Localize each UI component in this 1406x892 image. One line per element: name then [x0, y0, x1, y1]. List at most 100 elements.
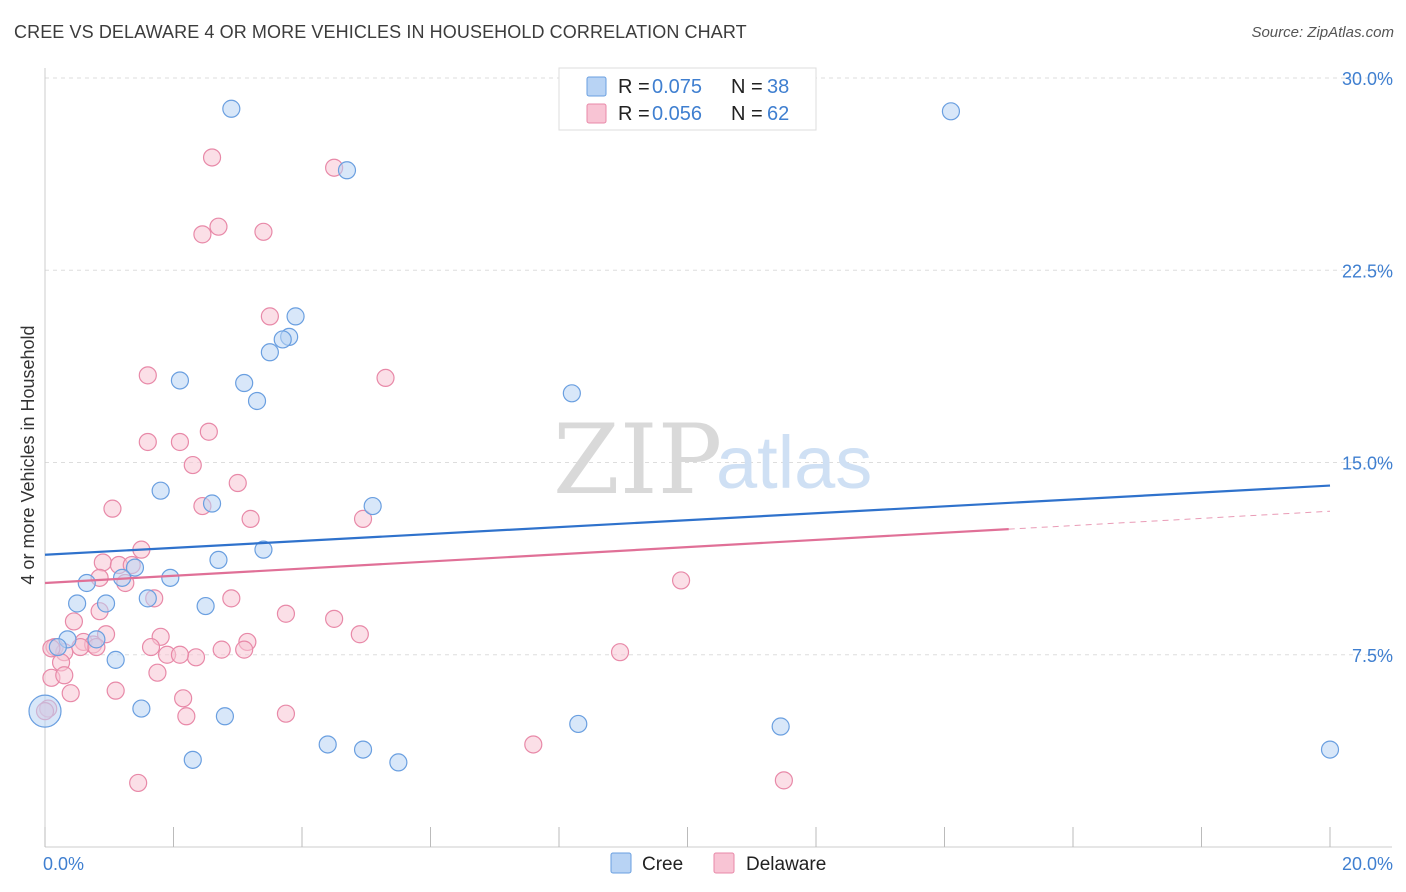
delaware-point	[138, 366, 157, 385]
delaware-point	[209, 217, 228, 236]
cree-point	[247, 391, 267, 411]
cree-point	[771, 717, 790, 736]
watermark: ZIP atlas	[553, 404, 872, 516]
cree-point	[286, 307, 305, 326]
series-cree	[28, 99, 1340, 772]
delaware-point	[148, 663, 167, 682]
delaware-point	[170, 432, 190, 452]
watermark-atlas: atlas	[716, 421, 872, 504]
delaware-point	[610, 643, 630, 662]
delaware-point	[235, 640, 254, 659]
legend-delaware-r-value: 0.056	[652, 103, 702, 125]
gridlines	[45, 77, 1392, 656]
delaware-point	[276, 704, 296, 723]
delaware-point	[61, 684, 80, 703]
bottom-legend-cree-swatch	[610, 852, 632, 874]
delaware-point	[228, 473, 247, 493]
cree-point	[318, 735, 337, 754]
bottom-legend-cree-label: Cree	[642, 854, 683, 875]
legend-delaware-n-value: 62	[767, 103, 789, 125]
y-tick-labels: 7.5% 15.0% 22.5% 30.0%	[1342, 69, 1393, 666]
delaware-point	[212, 640, 231, 659]
delaware-point	[103, 499, 122, 518]
cree-point	[260, 343, 279, 362]
cree-point	[68, 594, 87, 613]
cree-point	[96, 594, 116, 613]
cree-point	[222, 99, 241, 118]
delaware-point	[64, 612, 84, 631]
y-tick-label: 30.0%	[1342, 69, 1393, 89]
x-tick-label: 20.0%	[1342, 854, 1393, 874]
correlation-legend: R = 0.075 N = 38 R = 0.056 N = 62	[558, 67, 817, 131]
x-tick-label: 0.0%	[43, 854, 84, 874]
cree-point	[77, 573, 96, 593]
trend-lines	[44, 484, 1331, 585]
cree-point	[389, 753, 408, 772]
delaware-point	[199, 422, 218, 441]
cree-point	[196, 596, 215, 616]
cree-point	[273, 330, 292, 349]
cree-point	[941, 102, 961, 121]
delaware-point	[193, 225, 212, 244]
delaware-point	[177, 707, 196, 726]
delaware-point	[138, 432, 157, 452]
cree-point	[209, 550, 228, 570]
cree-point	[235, 373, 254, 393]
delaware-point	[141, 637, 161, 657]
cree-point	[87, 630, 106, 649]
delaware-point	[671, 571, 691, 590]
legend-cree-r-label: R =	[618, 76, 650, 98]
data-points	[28, 99, 1340, 793]
y-tick-label: 15.0%	[1342, 454, 1393, 474]
delaware-point	[183, 455, 202, 475]
delaware-point	[222, 589, 241, 608]
cree-point	[28, 694, 62, 728]
delaware-trend-extension	[1008, 510, 1331, 530]
x-tick-labels: 0.0% 20.0%	[43, 854, 1393, 874]
delaware-point	[241, 509, 260, 528]
cree-point	[183, 750, 202, 769]
y-tick-label: 7.5%	[1352, 646, 1393, 666]
delaware-point	[325, 609, 344, 628]
delaware-point	[174, 689, 193, 708]
cree-point	[202, 494, 222, 513]
y-tick-label: 22.5%	[1342, 261, 1393, 281]
cree-point	[562, 384, 581, 403]
delaware-point	[170, 645, 190, 664]
cree-point	[1320, 740, 1340, 759]
legend-cree-swatch	[586, 76, 607, 97]
bottom-legend-delaware-label: Delaware	[746, 854, 826, 875]
legend-cree-r-value: 0.075	[652, 76, 702, 98]
delaware-point	[202, 148, 222, 167]
cree-point	[170, 371, 190, 390]
delaware-point	[774, 771, 793, 790]
legend-delaware-r-label: R =	[618, 103, 650, 125]
delaware-point	[129, 773, 148, 793]
chart-title: CREE VS DELAWARE 4 OR MORE VEHICLES IN H…	[14, 22, 747, 42]
cree-point	[106, 650, 125, 669]
cree-point	[353, 740, 373, 759]
delaware-point	[350, 625, 369, 644]
delaware-point	[106, 681, 125, 700]
delaware-point	[376, 368, 395, 388]
legend-cree-n-label: N =	[731, 76, 763, 98]
cree-point	[151, 481, 170, 500]
delaware-point	[55, 666, 74, 685]
delaware-point	[186, 648, 206, 667]
legend-delaware-swatch	[586, 103, 607, 124]
delaware-point	[524, 735, 543, 754]
legend-delaware-n-label: N =	[731, 103, 763, 125]
cree-point	[132, 699, 151, 718]
cree-point	[125, 558, 145, 577]
cree-point	[337, 161, 357, 180]
delaware-point	[353, 509, 373, 528]
delaware-point	[93, 553, 112, 572]
cree-point	[569, 714, 588, 734]
cree-point	[215, 707, 234, 726]
delaware-point	[254, 222, 273, 241]
delaware-point	[276, 604, 296, 623]
series-legend: Cree Delaware	[610, 852, 826, 875]
axes	[44, 68, 1392, 848]
cree-point	[48, 637, 67, 657]
